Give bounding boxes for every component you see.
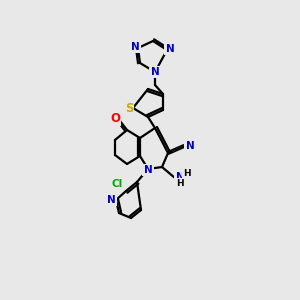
Text: Cl: Cl — [111, 179, 123, 189]
Text: N: N — [176, 172, 184, 182]
Text: N: N — [130, 42, 140, 52]
Text: N: N — [151, 67, 159, 77]
Text: S: S — [125, 101, 133, 115]
Text: H: H — [183, 169, 191, 178]
Text: N: N — [144, 165, 152, 175]
Text: N: N — [186, 141, 194, 151]
Text: H: H — [176, 179, 184, 188]
Text: O: O — [110, 112, 120, 124]
Text: N: N — [166, 44, 174, 54]
Text: N: N — [106, 195, 116, 205]
